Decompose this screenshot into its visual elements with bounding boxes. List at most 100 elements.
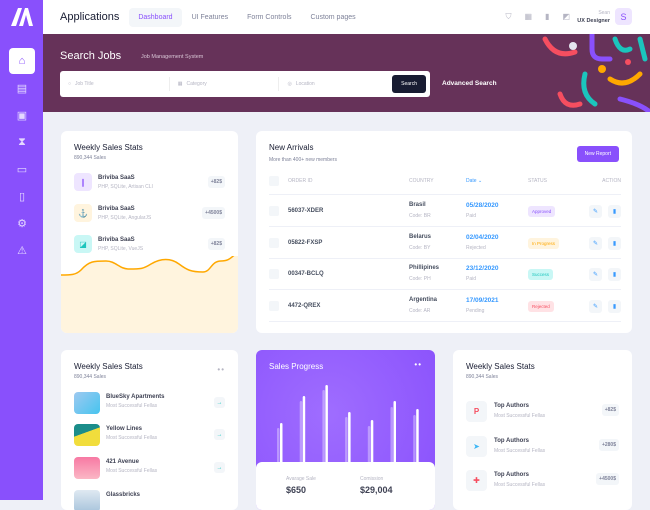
- sidebar-hourglass-icon[interactable]: ⧗: [18, 135, 26, 148]
- list-item[interactable]: BlueSky Apartments Most Successful Fellas…: [74, 392, 225, 414]
- arrow-right-icon[interactable]: →: [214, 429, 225, 440]
- bar-white: [325, 385, 328, 463]
- delete-icon[interactable]: ▮: [608, 236, 621, 250]
- card-title: Weekly Sales Stats: [74, 362, 143, 371]
- row-checkbox[interactable]: [269, 269, 279, 279]
- delete-icon[interactable]: ▮: [608, 205, 621, 218]
- basket-icon[interactable]: ⛉: [505, 12, 512, 21]
- colorful-logo-icon: ✚: [466, 470, 487, 491]
- more-options-icon[interactable]: ••: [414, 360, 422, 369]
- edit-icon[interactable]: ✎: [589, 268, 602, 281]
- item-name: Briviba SaaS: [98, 206, 135, 212]
- sidebar-settings-icon[interactable]: ⚙: [17, 217, 27, 230]
- card-subtitle: More than 400+ new members: [269, 157, 337, 163]
- order-date: 05/28/2020: [466, 202, 499, 209]
- yellow-lines-thumbnail: [74, 424, 100, 446]
- row-checkbox[interactable]: [269, 300, 279, 311]
- new-report-button[interactable]: New Report: [576, 146, 619, 162]
- arrow-right-icon[interactable]: →: [214, 462, 225, 473]
- list-item: ➤ Top Authors Most Successful Fellas +280$: [466, 436, 619, 458]
- item-sub: PHP, SQLite, Artisan CLI: [98, 184, 153, 190]
- sidebar-monitor-icon[interactable]: ▭: [16, 163, 28, 176]
- sidebar-file-icon[interactable]: ▯: [18, 190, 26, 203]
- card-title: Weekly Sales Stats: [466, 362, 535, 371]
- avatar[interactable]: S: [615, 8, 632, 25]
- delete-icon[interactable]: ▮: [608, 299, 621, 313]
- search-bar: ○ Job Title ▦ Category ◎ Location Search: [60, 71, 430, 97]
- edit-icon[interactable]: ✎: [589, 236, 602, 250]
- commission-value: $29,004: [360, 485, 393, 495]
- location-icon: ◎: [287, 81, 292, 87]
- banner-title: Search Jobs: [60, 50, 122, 62]
- row-checkbox[interactable]: [269, 206, 279, 216]
- country: Argentina: [409, 296, 438, 303]
- bar-white: [302, 396, 306, 463]
- col-date-label: Date: [466, 178, 477, 184]
- item-name: Briviba SaaS: [98, 237, 135, 243]
- glassbricks-thumbnail: [74, 490, 100, 510]
- logo-icon[interactable]: [11, 8, 33, 26]
- sidebar-home-icon[interactable]: ⌂: [9, 48, 35, 74]
- nav-dashboard[interactable]: Dashboard: [129, 7, 182, 27]
- list-item[interactable]: Yellow Lines Most Successful Fellas →: [74, 424, 225, 446]
- list-item[interactable]: Glassbricks: [74, 490, 225, 510]
- chart-icon[interactable]: ▮: [545, 12, 550, 21]
- table-row: 05822-FXSP Belarus Code: BY 02/04/2020 R…: [269, 228, 621, 259]
- edit-icon[interactable]: ✎: [589, 205, 602, 218]
- avg-sale-label: Avarage Sale: [286, 476, 316, 482]
- search-button[interactable]: Search: [392, 75, 426, 93]
- select-all-checkbox[interactable]: [269, 176, 279, 186]
- bar-light: [390, 407, 393, 463]
- status-badge: Approved: [528, 206, 556, 217]
- bar-white: [393, 401, 396, 463]
- library-icon: ∥: [74, 173, 92, 191]
- more-options-icon[interactable]: ••: [217, 365, 225, 374]
- user-info[interactable]: Sean UX Designer: [577, 9, 610, 25]
- decorative-shapes: [542, 34, 650, 112]
- nav-ui-features[interactable]: UI Features: [191, 13, 229, 21]
- banner-subtitle: Job Management System: [141, 54, 204, 60]
- location-input[interactable]: ◎ Location: [279, 77, 388, 91]
- country-code: Code: AR: [409, 307, 431, 314]
- country: Phillipines: [409, 265, 440, 271]
- card-title: New Arrivals: [269, 143, 314, 152]
- order-id: 05822-FXSP: [288, 239, 323, 246]
- payment-status: Pending: [466, 307, 485, 314]
- new-arrivals-card: New Arrivals More than 400+ new members …: [256, 131, 632, 333]
- weekly-sales-card-2: Weekly Sales Stats 890,344 Sales •• Blue…: [61, 350, 238, 510]
- col-order-id: ORDER ID: [288, 178, 313, 184]
- author-p-icon: P: [466, 401, 487, 422]
- nav-form-controls[interactable]: Form Controls: [247, 13, 292, 21]
- edit-icon[interactable]: ✎: [589, 299, 602, 313]
- country-code: Code: BR: [409, 213, 431, 219]
- bar-white: [348, 412, 351, 463]
- payment-status: Rejected: [466, 244, 486, 251]
- status-badge: Success: [528, 269, 554, 280]
- payment-status: Paid: [466, 276, 477, 282]
- col-date[interactable]: Date ⌄: [466, 178, 482, 184]
- sidebar-warning-icon[interactable]: ⚠: [17, 244, 27, 257]
- app-title: Applications: [60, 11, 120, 23]
- item-value: +82$: [207, 176, 225, 188]
- item-name: 421 Avenue: [106, 459, 139, 465]
- sidebar-calendar-icon[interactable]: ▣: [16, 109, 28, 122]
- item-name: Top Authors: [494, 403, 529, 409]
- bar-light: [299, 401, 303, 463]
- list-item: ⚓ Briviba SaaS PHP, SQLite, AngularJS +4500…: [74, 204, 225, 226]
- bar-light: [345, 417, 348, 463]
- nav-custom-pages[interactable]: Custom pages: [310, 13, 356, 21]
- arrow-right-icon[interactable]: →: [214, 397, 225, 408]
- grid-icon[interactable]: ▦: [524, 12, 533, 21]
- job-title-input[interactable]: ○ Job Title: [60, 77, 170, 91]
- list-item[interactable]: 421 Avenue Most Successful Fellas →: [74, 457, 225, 479]
- search-banner: Search Jobs Job Management System ○ Job T…: [43, 34, 650, 112]
- item-name: Top Authors: [494, 438, 529, 444]
- delete-icon[interactable]: ▮: [608, 268, 621, 281]
- category-input[interactable]: ▦ Category: [170, 77, 280, 91]
- advanced-search-link[interactable]: Advanced Search: [442, 80, 497, 87]
- item-value: +280$: [598, 439, 619, 451]
- layers-icon[interactable]: ◩: [562, 12, 570, 21]
- country: Belarus: [409, 233, 432, 240]
- row-checkbox[interactable]: [269, 237, 279, 248]
- sidebar-clipboard-icon[interactable]: ▤: [16, 82, 28, 95]
